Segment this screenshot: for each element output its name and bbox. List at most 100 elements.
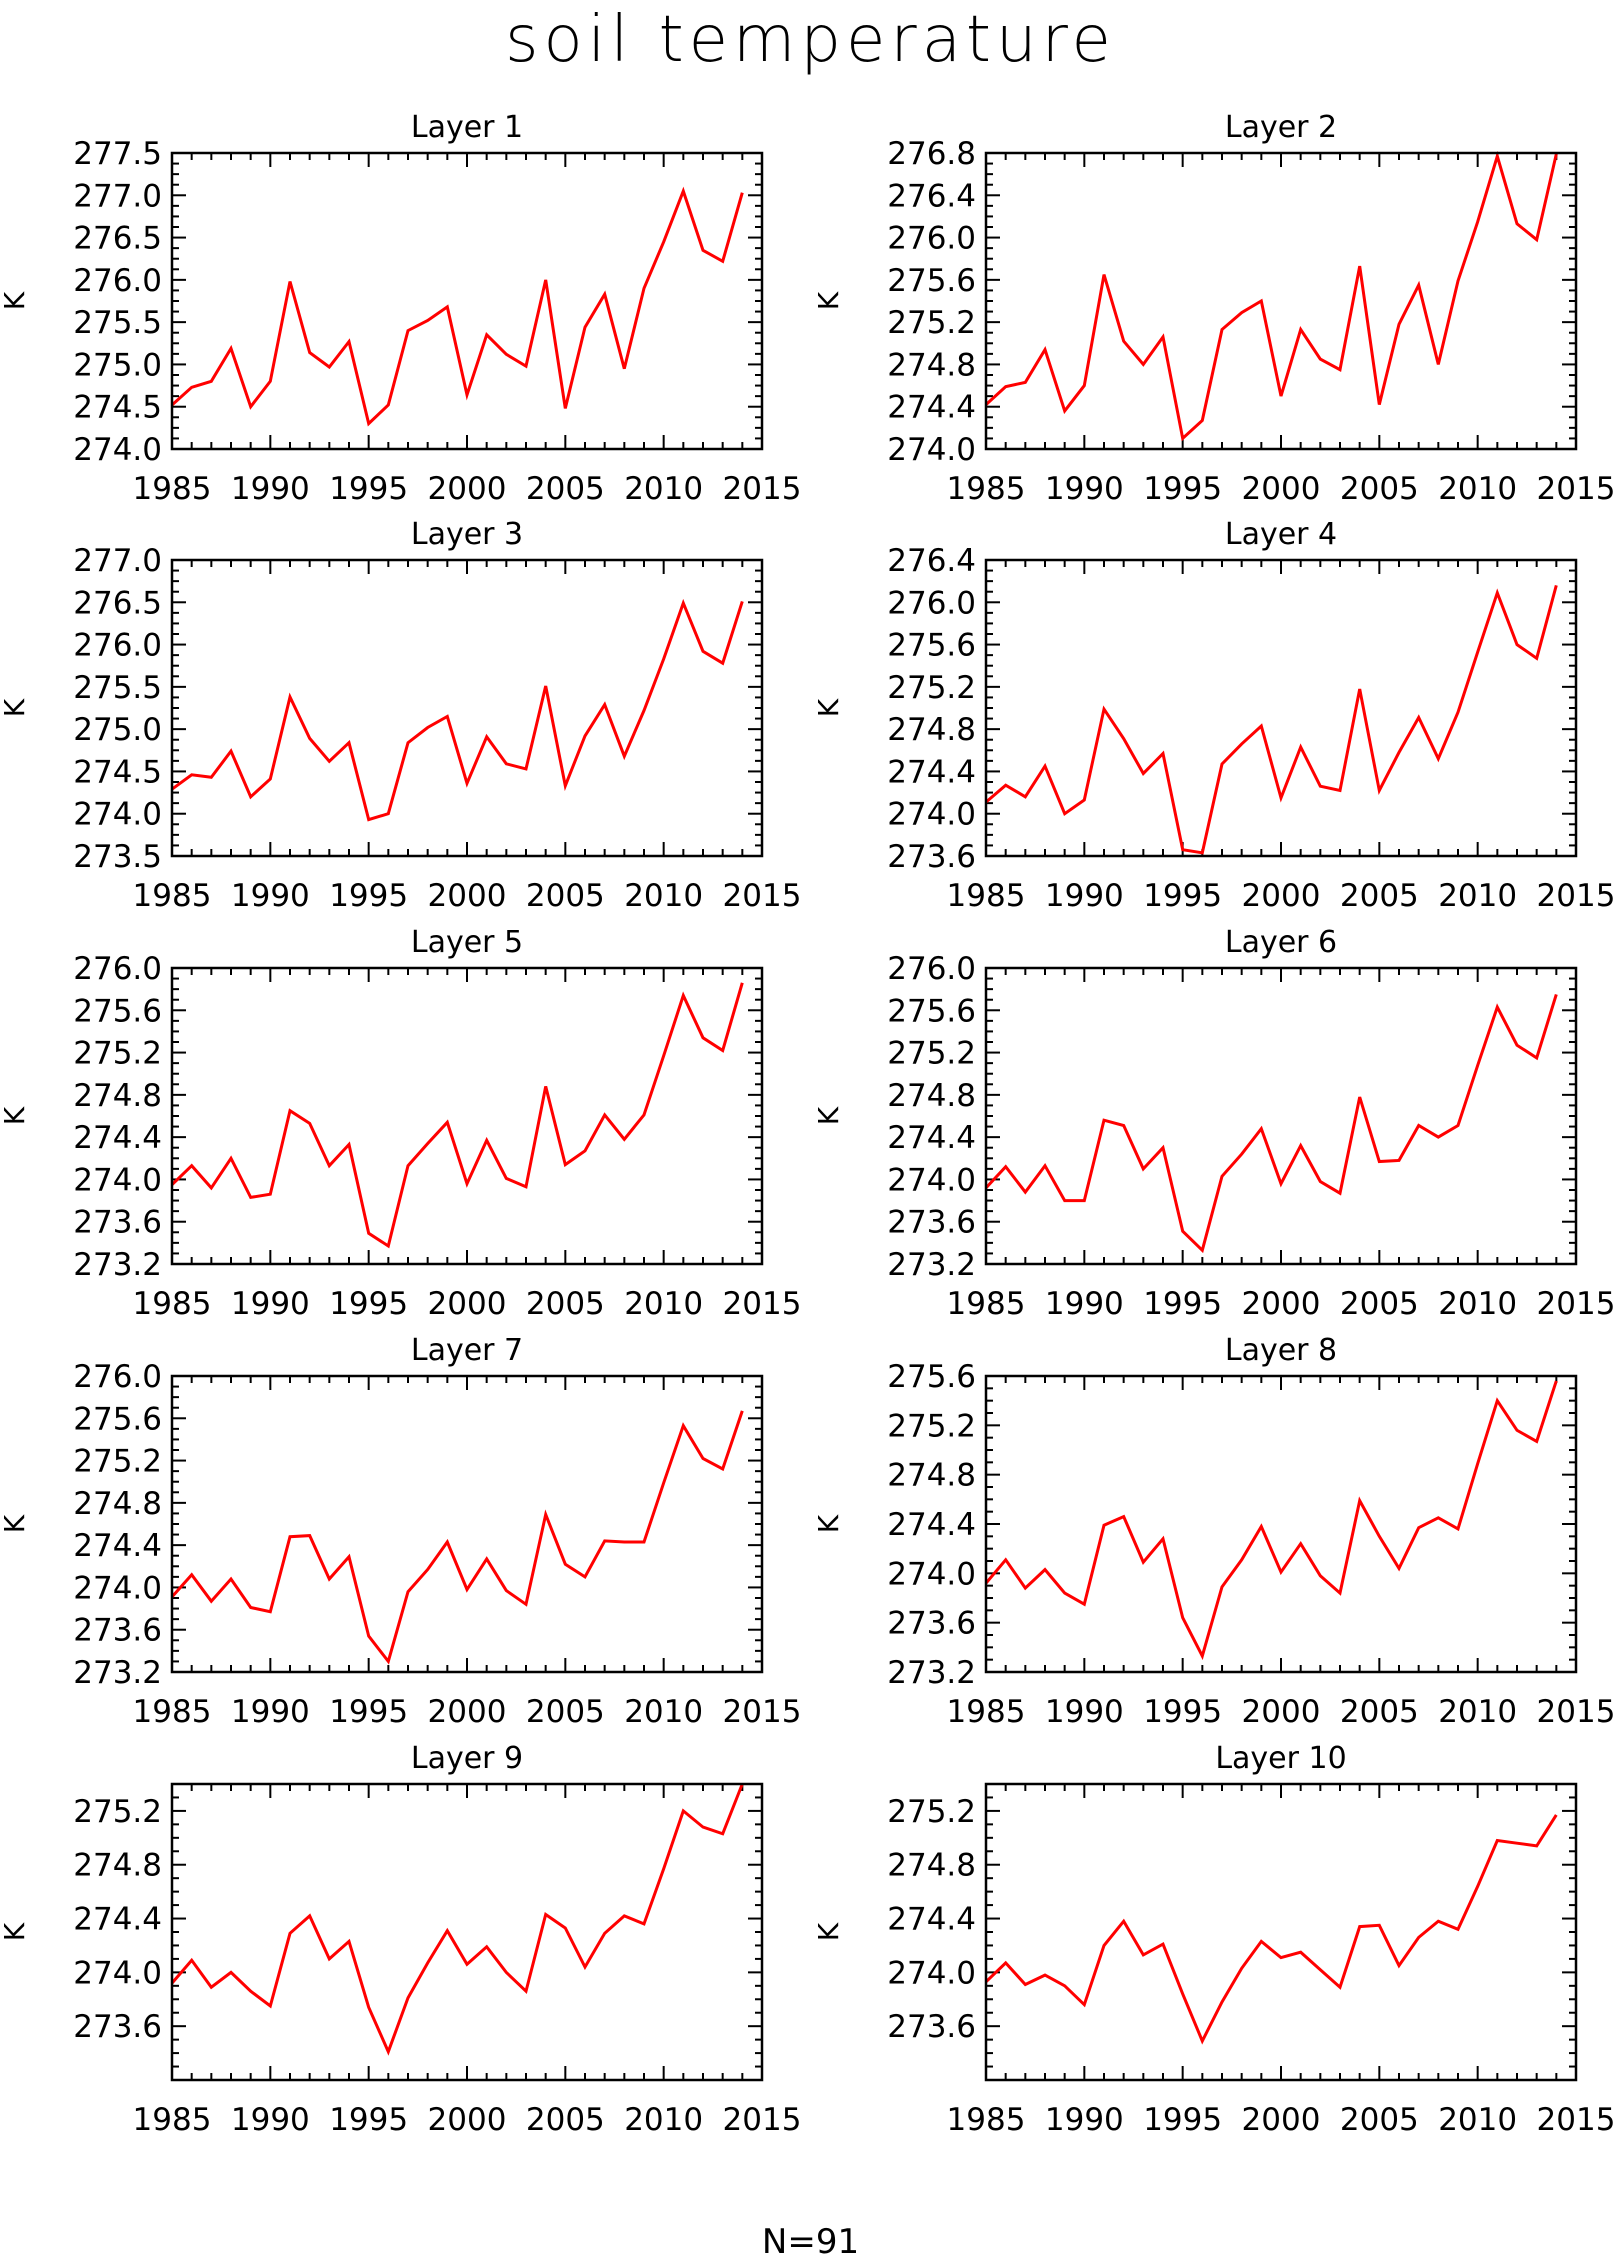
y-axis-label: K [0, 1106, 31, 1125]
y-tick-label: 275.6 [887, 1359, 976, 1395]
chart-panel: Layer 4 K 1985 1990 1995 2000 2005 2010 2015 273.… [812, 517, 1615, 914]
plot-frame [984, 558, 1578, 858]
x-tick-label: 2015 [723, 1286, 802, 1322]
y-tick-label: 273.2 [73, 1247, 162, 1283]
y-tick-label: 274.4 [887, 1120, 976, 1156]
x-tick-label: 1990 [231, 1694, 310, 1730]
y-tick-label: 275.0 [73, 347, 162, 383]
x-tick-label: 1990 [1045, 2102, 1124, 2138]
y-tick-label: 274.4 [887, 1507, 976, 1543]
y-tick-label: 276.0 [73, 263, 162, 299]
chart-panel: Layer 2 K 1985 1990 1995 2000 2005 2010 2015 274.… [812, 110, 1615, 507]
series-line [984, 1380, 1558, 1661]
x-tick-label: 1990 [1045, 471, 1124, 507]
y-tick-label: 273.6 [887, 839, 976, 875]
y-axis-label: K [812, 698, 845, 717]
series-line [984, 1814, 1558, 2045]
y-tick-label: 273.2 [887, 1655, 976, 1691]
x-tick-label: 1990 [231, 1286, 310, 1322]
sample-size-label: N=91 [761, 2222, 860, 2262]
x-tick-label: 2005 [526, 1694, 605, 1730]
y-tick-label: 274.4 [73, 1902, 162, 1938]
chart-panel: Layer 7 K 1985 1990 1995 2000 2005 2010 2015 273.… [0, 1333, 801, 1730]
x-tick-label: 1995 [329, 1286, 408, 1322]
x-tick-label: 2015 [1537, 1286, 1616, 1322]
y-tick-label: 274.4 [887, 754, 976, 790]
y-tick-label: 273.6 [73, 1613, 162, 1649]
chart-panel: Layer 6 K 1985 1990 1995 2000 2005 2010 2015 273.… [812, 925, 1615, 1322]
x-tick-label: 1985 [133, 878, 212, 914]
y-tick-label: 275.6 [73, 1401, 162, 1437]
x-tick-label: 2000 [1242, 1286, 1321, 1322]
y-tick-label: 274.0 [887, 1162, 976, 1198]
y-tick-label: 273.2 [73, 1655, 162, 1691]
y-tick-label: 274.4 [887, 390, 976, 426]
panel-title: Layer 5 [411, 925, 523, 960]
x-tick-label: 1995 [1143, 2102, 1222, 2138]
plot-frame [170, 966, 764, 1266]
plot-frame [984, 1374, 1578, 1674]
x-tick-label: 1985 [947, 471, 1026, 507]
y-tick-label: 274.0 [73, 1162, 162, 1198]
y-axis-label: K [0, 291, 31, 310]
y-tick-label: 273.6 [73, 2009, 162, 2045]
y-axis-label: K [0, 1922, 31, 1941]
x-tick-label: 1995 [1143, 878, 1222, 914]
y-axis-label: K [812, 1106, 845, 1125]
y-tick-label: 274.0 [73, 1955, 162, 1991]
x-tick-label: 1985 [947, 2102, 1026, 2138]
y-tick-label: 273.2 [887, 1247, 976, 1283]
y-tick-label: 277.0 [73, 178, 162, 214]
x-tick-label: 1995 [1143, 471, 1222, 507]
plot-frame [170, 558, 764, 858]
y-tick-label: 274.8 [73, 1486, 162, 1522]
y-tick-label: 274.8 [887, 1078, 976, 1114]
series-line [984, 150, 1558, 442]
y-tick-label: 276.0 [73, 1359, 162, 1395]
plot-frame [984, 966, 1578, 1266]
x-tick-label: 1990 [231, 878, 310, 914]
series-line [170, 1783, 744, 2056]
x-tick-label: 1985 [133, 1694, 212, 1730]
x-tick-label: 2000 [428, 2102, 507, 2138]
panel-title: Layer 3 [411, 517, 523, 552]
x-tick-label: 1990 [1045, 1286, 1124, 1322]
x-tick-label: 2015 [723, 2102, 802, 2138]
x-tick-label: 2005 [1340, 878, 1419, 914]
series-line [170, 982, 744, 1249]
x-tick-label: 2010 [1438, 1694, 1517, 1730]
panel-title: Layer 4 [1225, 517, 1337, 552]
x-tick-label: 1990 [1045, 878, 1124, 914]
y-tick-label: 276.8 [887, 136, 976, 172]
x-tick-label: 1985 [947, 1286, 1026, 1322]
y-tick-label: 274.8 [887, 1458, 976, 1494]
y-axis-label: K [812, 1922, 845, 1941]
y-tick-label: 274.8 [73, 1078, 162, 1114]
y-tick-label: 273.6 [887, 2009, 976, 2045]
y-tick-label: 275.6 [887, 993, 976, 1029]
y-tick-label: 276.0 [73, 628, 162, 664]
y-tick-label: 277.0 [73, 543, 162, 579]
x-tick-label: 2000 [1242, 1694, 1321, 1730]
x-tick-label: 1995 [329, 1694, 408, 1730]
y-tick-label: 275.2 [887, 1794, 976, 1830]
x-tick-label: 1985 [133, 2102, 212, 2138]
panel-title: Layer 8 [1225, 1333, 1337, 1368]
chart-panel: Layer 8 K 1985 1990 1995 2000 2005 2010 2015 273.… [812, 1333, 1615, 1730]
chart-panel: Layer 5 K 1985 1990 1995 2000 2005 2010 2015 273.… [0, 925, 801, 1322]
y-tick-label: 274.5 [73, 754, 162, 790]
x-tick-label: 2015 [1537, 878, 1616, 914]
x-tick-label: 1995 [1143, 1694, 1222, 1730]
panel-title: Layer 7 [411, 1333, 523, 1368]
y-tick-label: 277.5 [73, 136, 162, 172]
y-axis-label: K [0, 698, 31, 717]
y-tick-label: 276.0 [887, 951, 976, 987]
panel-title: Layer 2 [1225, 110, 1337, 145]
x-tick-label: 2005 [1340, 471, 1419, 507]
plot-frame [170, 1782, 764, 2082]
y-tick-label: 275.6 [887, 263, 976, 299]
x-tick-label: 2005 [526, 471, 605, 507]
panel-title: Layer 10 [1215, 1741, 1346, 1776]
y-tick-label: 276.5 [73, 221, 162, 257]
plot-frame [984, 1782, 1578, 2082]
